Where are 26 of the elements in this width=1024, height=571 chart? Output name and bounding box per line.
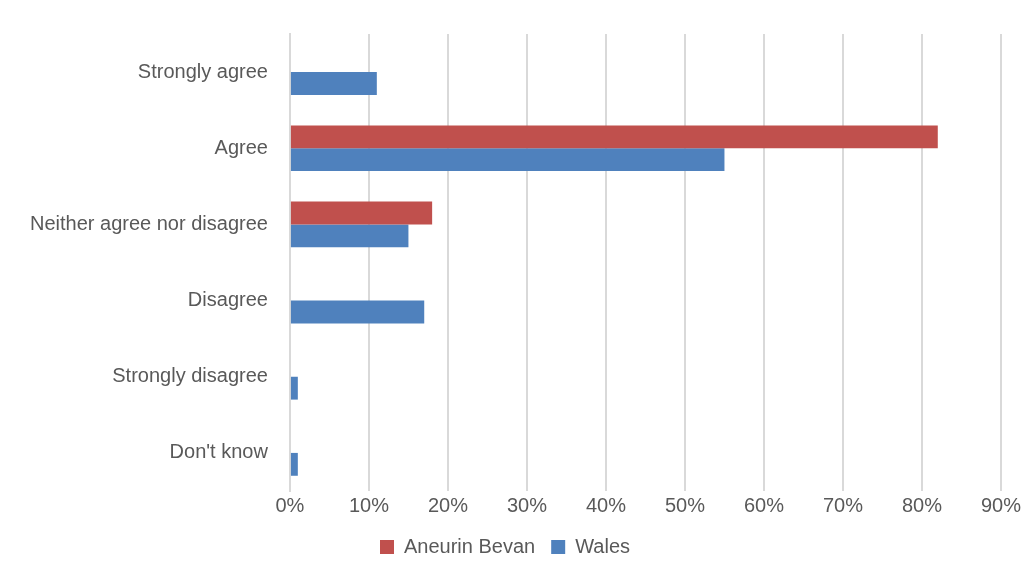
bar [290, 125, 938, 149]
x-tick-label: 10% [348, 493, 390, 516]
y-tick-label: Strongly agree [137, 59, 268, 82]
y-tick-label: Disagree [187, 288, 268, 311]
bar [290, 201, 433, 225]
x-tick-label: 0% [275, 493, 305, 516]
y-tick-label: Don't know [169, 440, 269, 463]
legend-label: Wales [575, 534, 631, 557]
bar [290, 300, 425, 324]
x-tick-label: 70% [822, 493, 864, 516]
y-tick-label: Neither agree nor disagree [30, 211, 268, 234]
bar [290, 452, 298, 476]
x-tick-label: 40% [585, 493, 627, 516]
y-tick-label: Agree [214, 135, 268, 158]
bar [290, 148, 725, 172]
bar [290, 72, 377, 95]
x-tick-label: 30% [506, 493, 548, 516]
x-tick-label: 60% [743, 493, 785, 516]
y-tick-label: Strongly disagree [112, 364, 268, 387]
x-tick-label: 50% [664, 493, 706, 516]
x-tick-label: 20% [427, 493, 469, 516]
legend-label: Aneurin Bevan [403, 534, 536, 557]
x-tick-label: 90% [980, 493, 1022, 516]
bar [290, 376, 298, 400]
bar [290, 224, 409, 248]
x-tick-label: 80% [901, 493, 943, 516]
